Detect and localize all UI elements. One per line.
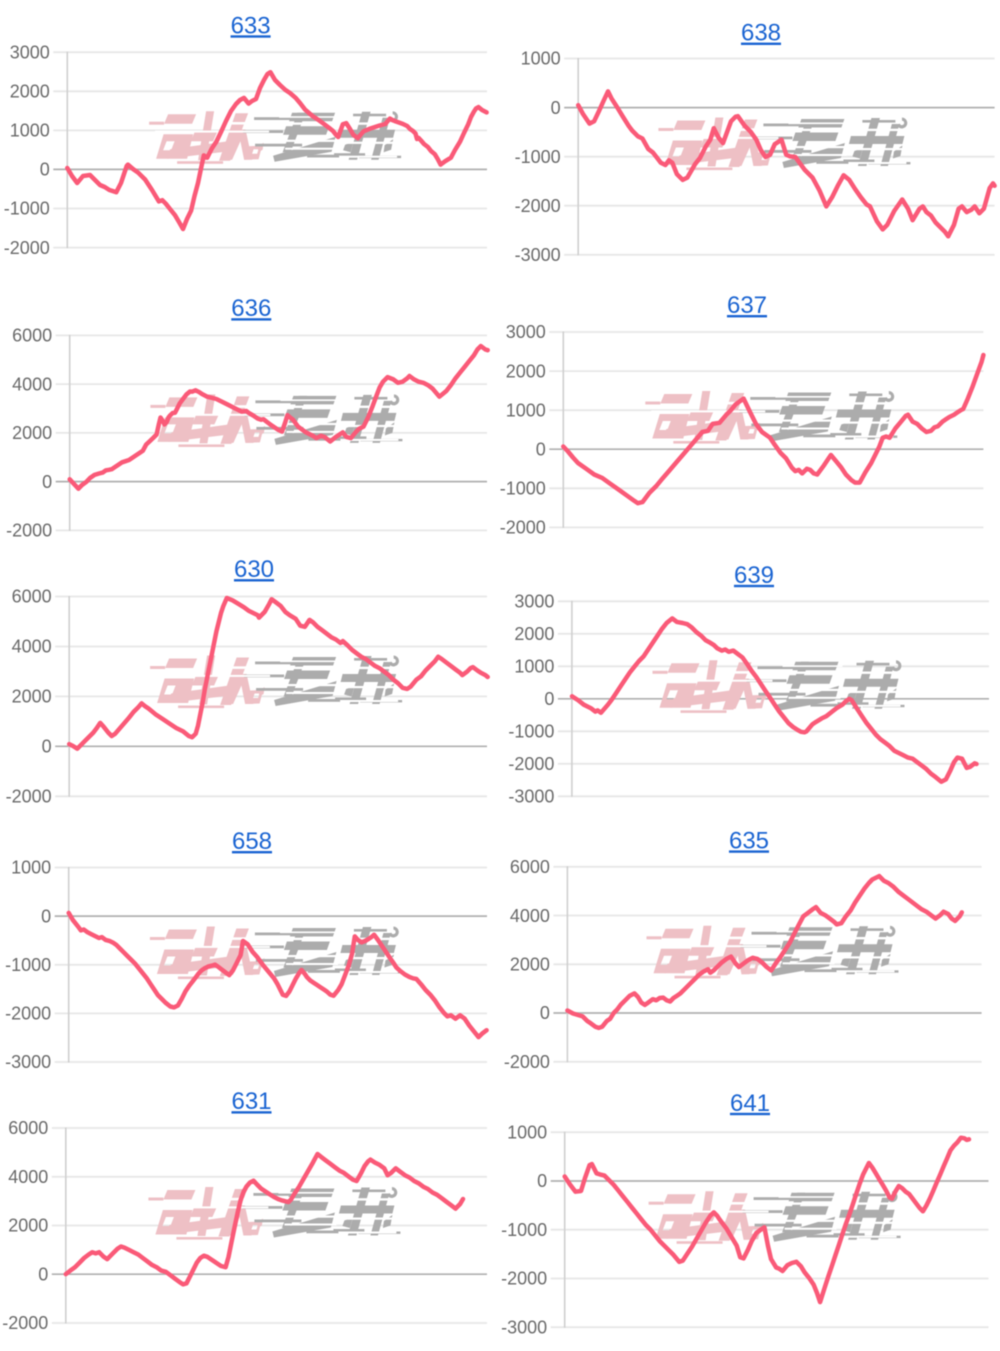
svg-text:0: 0 <box>40 160 50 180</box>
svg-text:631: 631 <box>231 1088 271 1115</box>
svg-text:0: 0 <box>537 1171 547 1191</box>
svg-text:-2000: -2000 <box>504 1052 550 1072</box>
svg-text:1000: 1000 <box>507 1122 547 1142</box>
svg-text:3000: 3000 <box>506 322 546 342</box>
svg-text:1000: 1000 <box>11 858 51 878</box>
svg-text:-1000: -1000 <box>508 722 554 742</box>
svg-text:-2000: -2000 <box>6 521 52 541</box>
svg-text:-2000: -2000 <box>501 1269 547 1289</box>
svg-text:638: 638 <box>741 20 781 47</box>
svg-text:-2000: -2000 <box>6 787 52 807</box>
svg-text:-2000: -2000 <box>5 1004 51 1024</box>
svg-text:0: 0 <box>42 472 52 492</box>
svg-text:-1000: -1000 <box>515 147 561 167</box>
svg-text:0: 0 <box>41 906 51 926</box>
svg-text:1000: 1000 <box>10 121 50 141</box>
svg-text:635: 635 <box>729 827 769 854</box>
svg-text:0: 0 <box>551 98 561 118</box>
svg-text:633: 633 <box>231 12 271 39</box>
svg-text:2000: 2000 <box>8 1216 48 1236</box>
svg-text:0: 0 <box>536 439 546 459</box>
svg-text:639: 639 <box>734 562 774 589</box>
svg-text:637: 637 <box>727 292 767 319</box>
svg-text:2000: 2000 <box>506 361 546 381</box>
svg-text:0: 0 <box>42 737 52 757</box>
svg-text:2000: 2000 <box>12 423 52 443</box>
svg-text:2000: 2000 <box>12 687 52 707</box>
svg-text:2000: 2000 <box>514 624 554 644</box>
svg-text:636: 636 <box>231 295 271 322</box>
svg-text:1000: 1000 <box>521 49 561 69</box>
svg-text:-2000: -2000 <box>500 518 546 538</box>
svg-text:-2000: -2000 <box>515 196 561 216</box>
svg-text:0: 0 <box>540 1003 550 1023</box>
svg-text:-1000: -1000 <box>4 199 50 219</box>
svg-text:6000: 6000 <box>12 587 52 607</box>
svg-text:3000: 3000 <box>10 42 50 62</box>
svg-text:1000: 1000 <box>514 657 554 677</box>
svg-text:0: 0 <box>544 689 554 709</box>
svg-text:2000: 2000 <box>510 955 550 975</box>
svg-text:658: 658 <box>232 828 272 855</box>
svg-text:0: 0 <box>38 1265 48 1285</box>
svg-text:-2000: -2000 <box>508 754 554 774</box>
svg-text:4000: 4000 <box>510 906 550 926</box>
svg-text:6000: 6000 <box>12 326 52 346</box>
svg-text:2000: 2000 <box>10 82 50 102</box>
svg-text:-3000: -3000 <box>515 245 561 265</box>
svg-text:-3000: -3000 <box>5 1052 51 1072</box>
svg-text:-2000: -2000 <box>4 238 50 258</box>
svg-text:1000: 1000 <box>506 400 546 420</box>
svg-text:641: 641 <box>730 1090 770 1117</box>
svg-text:6000: 6000 <box>8 1118 48 1138</box>
svg-text:630: 630 <box>234 556 274 583</box>
svg-text:4000: 4000 <box>12 637 52 657</box>
svg-text:3000: 3000 <box>514 592 554 612</box>
svg-text:-3000: -3000 <box>508 787 554 807</box>
svg-text:-1000: -1000 <box>501 1220 547 1240</box>
svg-text:6000: 6000 <box>510 857 550 877</box>
svg-text:4000: 4000 <box>12 374 52 394</box>
svg-text:4000: 4000 <box>8 1167 48 1187</box>
svg-text:-1000: -1000 <box>500 479 546 499</box>
svg-text:-1000: -1000 <box>5 955 51 975</box>
svg-text:-3000: -3000 <box>501 1317 547 1337</box>
svg-text:-2000: -2000 <box>2 1313 48 1333</box>
